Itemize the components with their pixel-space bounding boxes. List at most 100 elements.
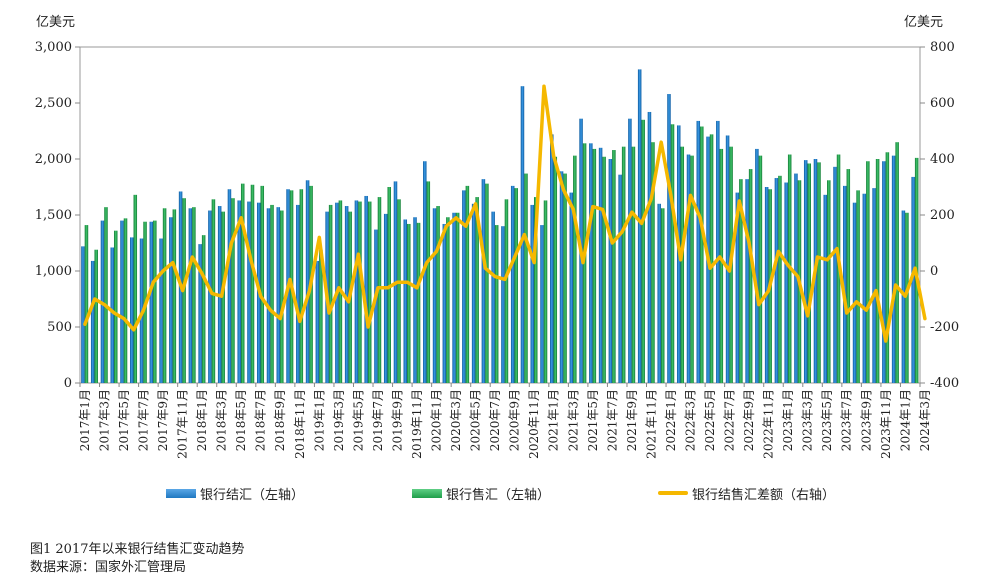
x-tick-label: 2018年11月 xyxy=(293,389,307,459)
sell-bar xyxy=(758,155,763,383)
buy-bar xyxy=(276,207,281,383)
sell-bar xyxy=(514,188,518,383)
x-tick-label: 2019年9月 xyxy=(390,389,404,451)
legend-sell: 银行售汇（左轴） xyxy=(412,484,550,503)
sell-bar xyxy=(905,212,909,383)
buy-bar xyxy=(364,195,368,383)
buy-bar xyxy=(452,212,456,383)
x-tick-label: 2020年9月 xyxy=(508,389,522,451)
buy-bar xyxy=(510,185,515,383)
buy-bar xyxy=(481,179,486,383)
left-tick-label: 0 xyxy=(64,376,72,391)
sell-bar xyxy=(612,150,616,383)
buy-bar xyxy=(169,217,173,383)
left-tick-label: 1,500 xyxy=(35,208,72,223)
x-tick-label: 2023年3月 xyxy=(801,389,815,451)
sell-bar xyxy=(563,173,567,383)
buy-bar xyxy=(559,171,564,383)
buy-bar xyxy=(374,229,378,383)
buy-bar xyxy=(862,193,867,383)
x-tick-label: 2017年3月 xyxy=(97,389,111,451)
sell-bar xyxy=(113,230,118,383)
buy-bar xyxy=(159,238,163,383)
x-tick-label: 2017年7月 xyxy=(136,389,150,451)
sell-bar xyxy=(680,146,685,383)
buy-bar xyxy=(901,210,906,383)
sell-bar xyxy=(455,212,460,383)
sell-bar xyxy=(192,207,196,383)
sell-bar xyxy=(358,201,362,383)
sell-bar xyxy=(153,220,157,383)
sell-bar xyxy=(827,180,831,383)
x-tick-label: 2017年11月 xyxy=(176,389,190,459)
buy-bar xyxy=(735,192,740,383)
buy-bar xyxy=(383,213,388,383)
x-tick-label: 2020年11月 xyxy=(527,389,541,459)
legend-buy: 银行结汇（左轴） xyxy=(166,484,305,503)
buy-bar xyxy=(872,188,876,383)
buy-bar xyxy=(725,135,730,383)
buy-bar xyxy=(520,86,525,383)
buy-bar xyxy=(198,244,202,383)
x-tick-label: 2021年7月 xyxy=(605,389,619,451)
sell-bar xyxy=(494,225,499,383)
buy-bar xyxy=(305,180,310,383)
buy-bar xyxy=(843,185,847,383)
buy-bar xyxy=(696,120,701,384)
buy-bar xyxy=(882,161,886,383)
buy-bar xyxy=(188,208,193,383)
buy-bar xyxy=(530,204,534,383)
sell-bar xyxy=(240,183,245,383)
sell-bar xyxy=(670,124,675,383)
buy-bar xyxy=(637,69,642,384)
sell-bar xyxy=(280,210,284,383)
right-tick-label: 0 xyxy=(930,264,938,279)
buy-bar xyxy=(266,208,271,383)
sell-bar xyxy=(778,175,782,383)
sell-bar xyxy=(719,148,724,383)
sell-bar xyxy=(533,197,538,383)
buy-bar xyxy=(686,154,691,383)
sell-bar xyxy=(807,163,811,383)
x-tick-label: 2020年7月 xyxy=(488,389,502,451)
x-tick-label: 2018年1月 xyxy=(195,389,209,451)
sell-bar xyxy=(377,197,382,383)
legend-buy-swatch xyxy=(166,488,196,498)
sell-bar xyxy=(700,126,704,384)
sell-bar xyxy=(260,185,265,383)
buy-bar xyxy=(120,220,124,383)
sell-bar xyxy=(123,218,128,383)
sell-bar xyxy=(817,162,821,383)
buy-bar xyxy=(540,225,544,383)
buy-bar xyxy=(90,260,95,383)
x-tick-label: 2019年5月 xyxy=(351,389,365,451)
buy-bar xyxy=(403,219,408,383)
sell-bar xyxy=(895,142,899,383)
buy-bar xyxy=(608,159,613,383)
buy-bar xyxy=(716,120,720,384)
buy-bar xyxy=(852,202,857,383)
sell-bar xyxy=(690,155,694,383)
sell-bar xyxy=(856,190,860,383)
sell-bar xyxy=(553,156,558,383)
left-tick-label: 2,000 xyxy=(35,152,72,167)
buy-bar xyxy=(764,187,769,383)
buy-bar xyxy=(344,206,349,383)
buy-bar xyxy=(550,134,554,383)
chart: 0 500 1,000 1,500 2,000 2,500 3,000 -400 -200 0 20… xyxy=(35,40,959,459)
x-tick-label: 2020年1月 xyxy=(430,389,444,451)
sell-bar xyxy=(875,159,880,383)
right-axis-unit: 亿美元 xyxy=(904,15,944,30)
buy-bar xyxy=(618,174,622,383)
legend-buy-label: 银行结汇（左轴） xyxy=(200,487,305,503)
sell-bar xyxy=(621,146,626,383)
buy-bar xyxy=(413,217,417,383)
buy-bar xyxy=(442,223,447,383)
buy-bar xyxy=(130,237,134,383)
sell-bar xyxy=(573,155,577,383)
buy-bar xyxy=(110,247,114,383)
left-tick-label: 500 xyxy=(47,320,72,335)
buy-bar xyxy=(491,211,495,383)
x-tick-label: 2021年9月 xyxy=(625,389,639,451)
x-tick-label: 2022年9月 xyxy=(742,389,756,451)
